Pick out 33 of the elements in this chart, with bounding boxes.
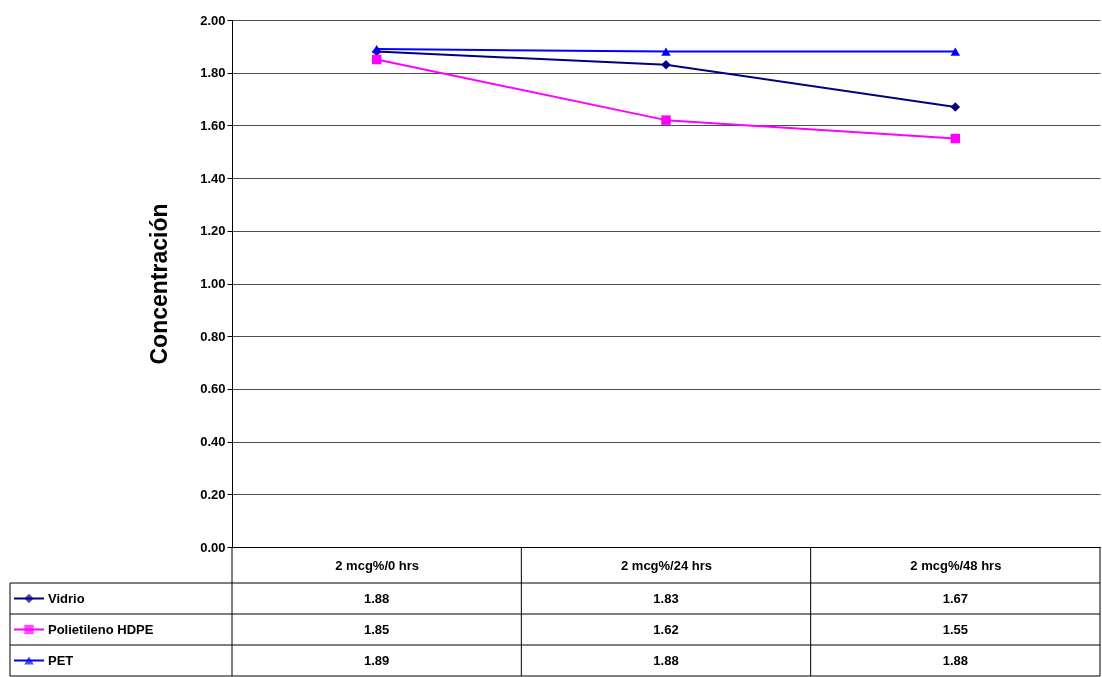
y-tick-label: 1.00 <box>200 276 226 291</box>
legend-label: PET <box>48 652 74 668</box>
y-tick-label: 1.60 <box>200 117 226 133</box>
data-label: 1.67 <box>942 590 968 606</box>
point <box>950 133 961 144</box>
data-label: 1.88 <box>942 652 968 668</box>
y-tick-label: 0.00 <box>200 539 226 555</box>
data-label: 1.62 <box>653 621 679 637</box>
data-label: 1.88 <box>364 590 390 606</box>
y-tick-label: 2.00 <box>200 12 226 28</box>
data-label: 1.89 <box>364 652 390 668</box>
data-label: 1.83 <box>653 590 679 606</box>
y-tick-label: 0.40 <box>200 434 226 450</box>
x-tick-label: 2 mcg%/0 hrs <box>335 557 420 573</box>
y-tick-label: 1.20 <box>200 223 226 239</box>
point <box>950 102 961 112</box>
x-tick-label: 2 mcg%/48 hrs <box>910 557 1002 573</box>
y-tick-label: 1.40 <box>200 170 226 186</box>
legend-label: Polietileno HDPE <box>48 621 154 637</box>
point <box>661 47 671 56</box>
data-label: 1.55 <box>942 621 968 637</box>
point <box>661 115 671 125</box>
y-tick-label: 0.20 <box>200 486 226 502</box>
y-tick-label: 0.80 <box>200 328 226 344</box>
data-label: 1.88 <box>653 652 679 668</box>
x-tick-label: 2 mcg%/24 hrs <box>620 557 713 573</box>
point <box>950 47 961 56</box>
y-tick-label: 1.80 <box>200 65 226 81</box>
legend-label: Vidrio <box>48 590 85 606</box>
point <box>371 54 382 65</box>
y-axis-title: Concentración <box>146 203 173 365</box>
y-tick-label: 0.60 <box>200 381 226 397</box>
data-label: 1.85 <box>364 621 390 637</box>
